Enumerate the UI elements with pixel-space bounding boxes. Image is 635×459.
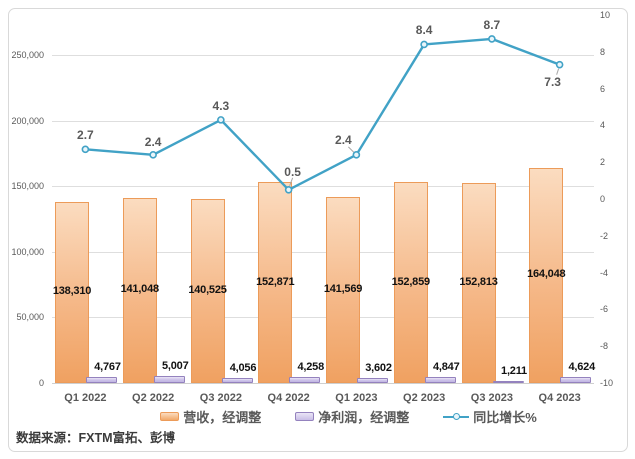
growth-value-label: 0.5: [284, 164, 301, 179]
revenue-value-label: 152,871: [256, 275, 295, 288]
revenue-bar: [326, 197, 360, 383]
revenue-bar: [461, 182, 496, 383]
profit-bar: [86, 376, 117, 383]
revenue-swatch-icon: [160, 412, 180, 421]
category-label: Q4 2023: [538, 392, 581, 404]
profit-swatch-icon: [295, 412, 315, 421]
growth-value-label: 7.3: [544, 74, 561, 89]
revenue-value-label: 138,310: [52, 285, 92, 298]
revenue-bar: [122, 197, 157, 383]
legend-item-revenue: 营收，经调整: [160, 407, 261, 426]
left-axis-tick: 0: [38, 378, 44, 388]
left-axis-tick: 100,000: [11, 246, 44, 257]
right-axis-tick: 4: [600, 120, 606, 131]
revenue-bar: [258, 182, 293, 383]
line-dot: [453, 413, 461, 420]
legend-label: 同比增长%: [473, 410, 537, 425]
category-label: Q2 2023: [403, 392, 446, 404]
category-label: Q3 2022: [199, 392, 242, 404]
left-axis-tick: 50,000: [16, 312, 44, 323]
line-marker-icon: [443, 412, 470, 421]
right-axis-tick: 8: [600, 46, 606, 57]
revenue-value-label: 164,048: [527, 268, 566, 281]
growth-value-label: 8.4: [415, 23, 433, 38]
right-axis-tick: -10: [600, 378, 614, 388]
revenue-value-label: 141,048: [120, 283, 160, 296]
category-label: Q1 2022: [64, 392, 107, 404]
profit-value-label: 4,258: [297, 361, 325, 374]
profit-value-label: 4,624: [568, 360, 596, 373]
right-axis-tick: -4: [600, 267, 609, 278]
growth-value-label: 4.3: [212, 98, 230, 113]
category-label: Q4 2022: [267, 392, 310, 404]
growth-value-label: 2.7: [77, 128, 94, 143]
right-axis-tick: 0: [600, 194, 606, 204]
growth-value-label: 2.4: [335, 132, 352, 147]
right-axis-tick: -6: [600, 304, 609, 315]
legend-label: 营收，经调整: [183, 410, 262, 425]
profit-bar: [153, 376, 185, 383]
right-axis-tick: 6: [600, 83, 606, 94]
profit-value-label: 4,767: [94, 360, 121, 373]
source-note: 数据来源：FXTM富拓、彭博: [16, 431, 176, 445]
right-axis-tick: -8: [600, 341, 609, 352]
legend-item-growth: 同比增长%: [443, 407, 537, 426]
revenue-bar: [55, 201, 89, 383]
revenue-bar: [190, 198, 225, 383]
left-axis-tick: 250,000: [11, 50, 44, 60]
revenue-value-label: 152,859: [391, 275, 431, 288]
profit-bar: [560, 376, 592, 383]
revenue-bar: [393, 182, 428, 383]
growth-value-label: 2.4: [144, 134, 162, 149]
profit-bar: [221, 377, 253, 383]
right-axis-tick: -2: [600, 230, 609, 241]
profit-value-label: 5,007: [161, 360, 189, 373]
revenue-value-label: 140,525: [188, 283, 227, 296]
profit-bar: [357, 378, 388, 383]
revenue-value-label: 152,813: [459, 275, 498, 288]
profit-value-label: 4,056: [229, 361, 257, 374]
gridline: [51, 120, 594, 122]
category-label: Q1 2023: [335, 392, 378, 404]
category-label: Q3 2023: [470, 392, 513, 404]
gridline: [51, 251, 594, 253]
right-axis-tick: 2: [600, 157, 606, 168]
legend-label: 净利润，经调整: [318, 410, 410, 425]
revenue-value-label: 141,569: [323, 283, 363, 296]
profit-bar: [289, 377, 321, 383]
category-label: Q2 2022: [132, 392, 175, 404]
profit-value-label: 3,602: [365, 362, 392, 375]
profit-value-label: 1,211: [501, 365, 527, 377]
left-axis-tick: 150,000: [11, 181, 44, 192]
revenue-bar: [529, 167, 564, 383]
legend: 营收，经调整 净利润，经调整 同比增长%: [31, 407, 635, 426]
profit-bar: [424, 376, 456, 383]
growth-value-label: 8.7: [483, 17, 501, 32]
gridline: [51, 55, 594, 56]
legend-item-profit: 净利润，经调整: [295, 407, 409, 426]
profit-value-label: 4,847: [432, 360, 460, 373]
gridline: [51, 186, 594, 188]
gridline: [51, 317, 594, 319]
left-axis-tick: 200,000: [11, 115, 44, 126]
profit-bar: [492, 381, 524, 383]
gridline: [51, 383, 594, 384]
right-axis-tick: 10: [600, 10, 611, 20]
